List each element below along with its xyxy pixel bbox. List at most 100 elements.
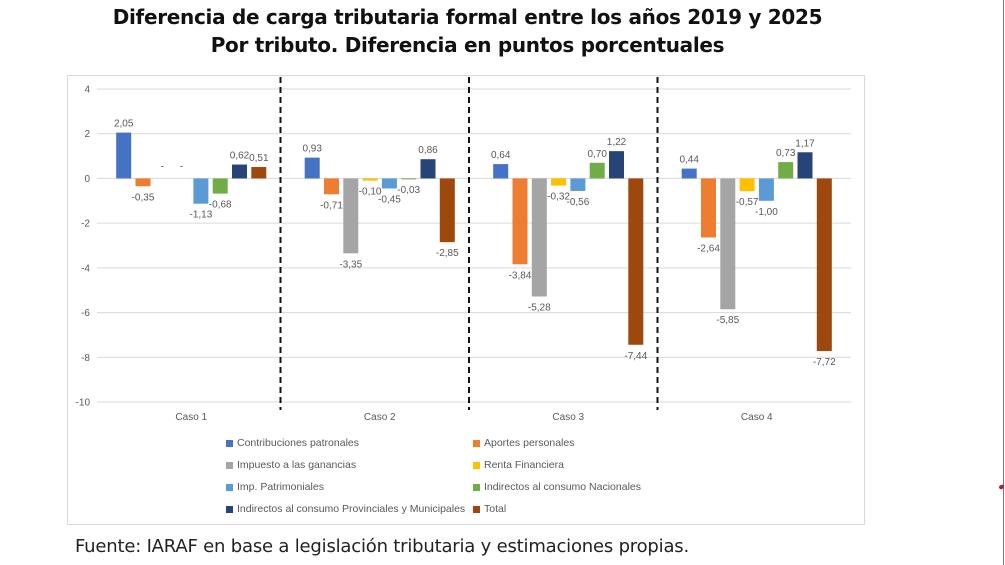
bar (816, 178, 832, 352)
bar (551, 178, 567, 186)
y-tick-label: -8 (81, 353, 90, 364)
data-label: -0,32 (547, 192, 570, 203)
data-label: 0,93 (302, 144, 322, 155)
bar (531, 178, 547, 297)
x-axis: Caso 1 Caso 2 Caso 3 Caso 4 (175, 412, 773, 423)
data-label: -0,56 (567, 197, 590, 208)
legend-label: Indirectos al consumo Nacionales (484, 481, 641, 493)
bar (401, 178, 417, 180)
x-tick-label: Caso 2 (364, 412, 396, 423)
bars (116, 132, 832, 352)
gridlines (97, 88, 851, 403)
y-tick-label: 0 (84, 174, 90, 185)
bar (381, 178, 397, 189)
data-label: -1,13 (190, 210, 213, 221)
bar (628, 178, 644, 345)
legend-label: Renta Financiera (484, 459, 564, 471)
chart-title: Diferencia de carga tributaria formal en… (112, 5, 823, 29)
bar (343, 178, 359, 254)
bar (324, 178, 339, 195)
bar (609, 151, 624, 179)
x-tick-label: Caso 1 (175, 412, 207, 423)
legend-item: Imp. Patrimoniales (226, 481, 324, 493)
legend-item: Impuesto a las ganancias (226, 459, 356, 471)
bar (439, 178, 455, 243)
bar (512, 178, 528, 265)
y-tick-label: -10 (76, 398, 91, 409)
data-label: -7,72 (813, 357, 836, 368)
bar (570, 178, 586, 191)
source-note: Fuente: IARAF en base a legislación trib… (75, 536, 689, 557)
data-label: -0,10 (359, 187, 382, 198)
bar (778, 162, 794, 179)
data-label: -0,35 (132, 192, 155, 203)
bar (251, 167, 267, 179)
data-label: -1,00 (755, 207, 778, 218)
bar (720, 178, 736, 310)
legend-label: Aportes personales (484, 437, 575, 449)
legend-item: Aportes personales (473, 437, 574, 449)
data-label: -0,03 (397, 185, 420, 196)
data-label: -0,57 (736, 197, 759, 208)
bar (797, 152, 813, 179)
chart-subtitle: Por tributo. Diferencia en puntos porcen… (210, 33, 725, 57)
legend-swatch (473, 483, 480, 491)
bar (116, 132, 132, 179)
data-label: -3,35 (339, 259, 362, 270)
legend-label: Imp. Patrimoniales (237, 481, 324, 493)
data-label: 0,73 (776, 148, 796, 159)
y-tick-label: -2 (81, 219, 90, 230)
legend-label: Total (484, 503, 507, 515)
legend-swatch (473, 439, 480, 447)
data-label: -0,45 (378, 194, 401, 205)
data-label: -2,64 (697, 243, 720, 254)
window-edge (1003, 0, 1004, 565)
bar (212, 178, 228, 194)
data-label: - (161, 161, 164, 172)
y-tick-label: 4 (84, 85, 90, 96)
bar (493, 164, 509, 179)
legend-label: Contribuciones patronales (237, 437, 359, 449)
legend-swatch (226, 439, 233, 447)
data-label: -7,44 (624, 351, 647, 362)
bar (193, 178, 209, 204)
y-axis: 4 2 0 -2 -4 -6 -8 -10 (76, 85, 91, 409)
bar (681, 168, 697, 179)
data-label: 0,51 (249, 153, 269, 164)
legend-item: Total (473, 503, 506, 515)
data-label: 2,05 (114, 119, 134, 130)
data-label: 0,64 (491, 150, 511, 161)
data-label: 0,44 (679, 155, 699, 166)
bar (758, 178, 774, 201)
legend-swatch (226, 505, 233, 513)
legend-swatch (226, 483, 233, 491)
data-label: -0,68 (209, 200, 232, 211)
legend-swatch (226, 461, 233, 469)
data-label: - (180, 161, 183, 172)
bar (701, 178, 716, 238)
bar (362, 178, 378, 181)
bar (420, 159, 436, 179)
legend-item: Renta Financiera (473, 459, 564, 471)
x-tick-label: Caso 4 (741, 412, 773, 423)
y-tick-label: -4 (81, 263, 90, 274)
legend-label: Indirectos al consumo Provinciales y Mun… (237, 503, 466, 515)
x-tick-label: Caso 3 (552, 412, 584, 423)
data-label: 1,17 (795, 138, 815, 149)
y-tick-label: 2 (84, 129, 90, 140)
bar (232, 164, 247, 179)
legend-swatch (473, 505, 480, 513)
data-label: -0,71 (320, 200, 343, 211)
legend-item: Indirectos al consumo Provinciales y Mun… (226, 503, 465, 515)
data-label: -5,85 (716, 315, 739, 326)
data-label: 0,86 (418, 145, 438, 156)
data-labels: 2,05 -0,35 - - -1,13-0,68 0,62 0,51 0,93 -0,71 -3… (114, 119, 836, 368)
legend-item: Indirectos al consumo Nacionales (473, 481, 641, 493)
group-separators (279, 77, 659, 410)
data-label: -5,28 (528, 302, 551, 313)
legend-label: Impuesto a las ganancias (237, 459, 357, 471)
data-label: 0,62 (230, 151, 250, 162)
bar (739, 178, 755, 192)
data-label: -3,84 (509, 270, 532, 281)
